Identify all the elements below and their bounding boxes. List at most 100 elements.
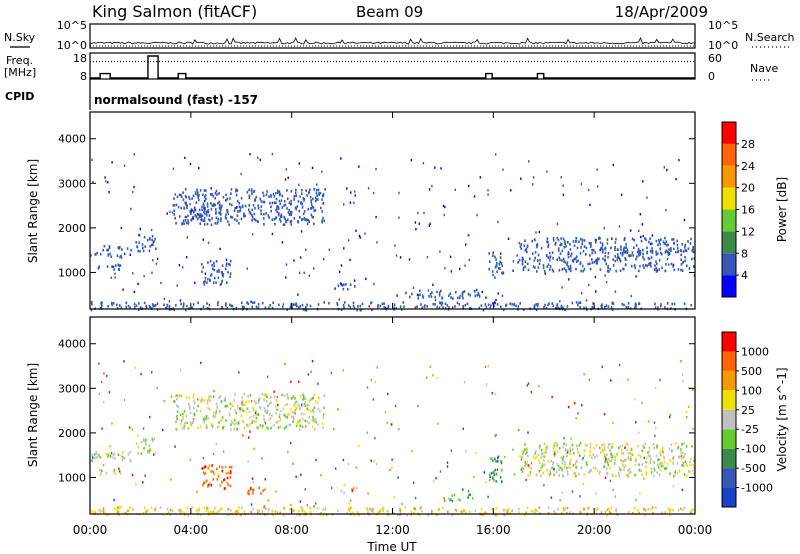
range-cell xyxy=(108,191,110,194)
range-cell xyxy=(591,248,593,252)
range-cell xyxy=(206,426,208,429)
range-cell xyxy=(145,510,148,513)
range-cell xyxy=(199,410,202,413)
range-cell xyxy=(186,206,188,209)
range-cell xyxy=(208,214,211,217)
site-title: King Salmon (fitACF) xyxy=(92,2,257,21)
range-cell xyxy=(526,250,528,254)
range-cell xyxy=(660,303,662,306)
range-cell xyxy=(534,510,537,514)
range-cell xyxy=(225,264,228,267)
range-cell xyxy=(589,245,592,249)
range-cell xyxy=(330,371,333,375)
range-cell xyxy=(322,413,325,416)
range-cell xyxy=(522,268,525,272)
range-cell xyxy=(420,506,422,509)
range-cell xyxy=(565,449,568,453)
range-cell xyxy=(137,233,140,237)
range-cell xyxy=(182,412,184,416)
range-cell xyxy=(142,246,144,250)
range-cell xyxy=(285,168,287,171)
range-cell xyxy=(619,363,621,367)
range-cell xyxy=(117,453,120,456)
range-cell xyxy=(218,192,220,195)
range-cell xyxy=(216,222,219,225)
range-cell xyxy=(352,301,355,305)
range-cell xyxy=(676,472,679,475)
range-cell xyxy=(281,206,284,209)
range-cell xyxy=(628,471,631,474)
range-cell xyxy=(151,238,153,242)
range-cell xyxy=(238,205,241,209)
range-cell xyxy=(582,269,585,273)
range-cell xyxy=(218,465,221,468)
range-cell xyxy=(661,266,663,270)
range-cell xyxy=(278,303,280,307)
range-cell xyxy=(625,263,627,267)
range-cell xyxy=(505,304,507,307)
range-cell xyxy=(278,415,281,418)
range-cell xyxy=(448,497,450,500)
range-cell xyxy=(187,427,189,430)
range-cell xyxy=(236,509,239,513)
range-cell xyxy=(574,462,577,466)
range-cell xyxy=(343,301,346,304)
range-cell xyxy=(615,269,617,273)
range-cell xyxy=(139,227,141,231)
range-cell xyxy=(207,261,209,264)
range-cell xyxy=(166,303,169,307)
range-cell xyxy=(224,486,227,490)
freq-line xyxy=(90,55,695,79)
freq-tick-bottom: 8 xyxy=(80,70,87,83)
range-cell xyxy=(163,303,165,307)
range-cell xyxy=(222,275,224,278)
range-cell xyxy=(208,408,211,411)
range-cell xyxy=(194,401,196,405)
range-cell xyxy=(543,463,546,467)
range-cell xyxy=(228,263,230,266)
range-cell xyxy=(115,264,117,267)
range-cell xyxy=(338,270,341,273)
range-cell xyxy=(176,394,178,397)
range-cell xyxy=(562,237,565,241)
range-cell xyxy=(286,393,288,396)
range-cell xyxy=(444,302,447,306)
range-cell xyxy=(684,246,686,249)
range-cell xyxy=(465,450,467,453)
range-cell xyxy=(307,218,309,222)
range-cell xyxy=(616,258,619,262)
range-cell xyxy=(241,400,243,403)
range-cell xyxy=(336,303,339,307)
range-cell xyxy=(257,156,259,159)
range-cell xyxy=(540,465,543,468)
range-cell xyxy=(199,425,202,428)
range-cell xyxy=(156,257,159,261)
range-cell xyxy=(198,198,200,202)
range-cell xyxy=(173,209,176,212)
range-cell xyxy=(638,463,640,466)
range-cell xyxy=(493,479,495,482)
range-cell xyxy=(303,216,306,220)
range-cell xyxy=(681,243,683,246)
range-cell xyxy=(302,212,305,216)
range-cell xyxy=(133,185,135,189)
range-cell xyxy=(582,482,584,486)
range-cell xyxy=(235,411,237,415)
range-cell xyxy=(569,248,572,251)
range-cell xyxy=(140,372,142,376)
colorbar-label: Velocity [m s^-1] xyxy=(775,367,789,471)
range-cell xyxy=(258,398,261,401)
range-cell xyxy=(387,306,389,310)
range-cell xyxy=(384,411,387,414)
range-cell xyxy=(602,449,604,453)
colorbar-tick-label: 500 xyxy=(741,365,762,378)
range-cell xyxy=(343,491,345,495)
range-cell xyxy=(642,444,644,448)
range-cell xyxy=(216,193,218,196)
range-cell xyxy=(323,394,325,397)
range-cell xyxy=(225,258,228,262)
range-cell xyxy=(519,245,522,248)
range-cell xyxy=(317,423,319,426)
range-cell xyxy=(97,267,100,270)
